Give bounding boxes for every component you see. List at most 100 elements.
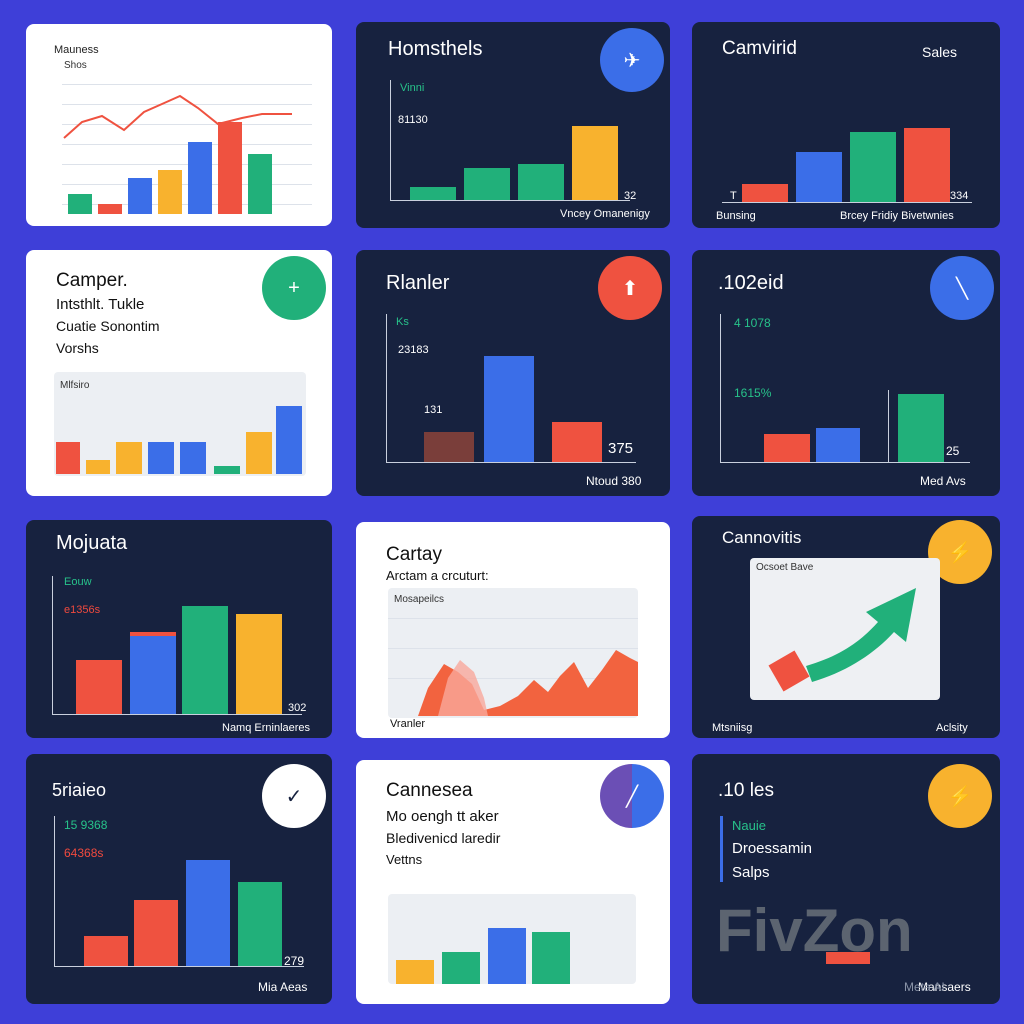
card-cannesea[interactable]: Cannesea ╱ Mo oengh tt aker Bledivenicd … [356,760,670,1004]
plus-icon[interactable]: + [262,256,326,320]
bar [850,132,896,202]
card-5riaieo[interactable]: 5riaieo ✓ 15 9368 64368s 279 Mia Aeas [26,754,332,1004]
card-102eid[interactable]: .102eid ╲ 4 1078 1615% 25 Med Avs [692,250,1000,496]
bar [188,142,212,214]
line-3: Vettns [386,852,423,867]
chart-panel: Ocsoet Bave [750,558,940,700]
label-a: Ks [396,316,409,328]
bar [134,900,178,966]
bar [236,614,282,714]
bar [84,936,128,966]
card-title: Rlanler [386,272,450,294]
value-label: 32 [624,190,637,202]
label-a: 15 9368 [64,818,108,832]
label-a: Eouw [64,576,92,588]
bar [396,960,434,984]
bar-group [82,854,302,966]
bar [186,860,230,966]
label-b: e1356s [64,604,101,616]
bar [56,442,80,474]
line-1: Mo oengh tt aker [386,808,499,825]
lightning-icon[interactable]: ⚡ [928,520,992,584]
card-10les[interactable]: .10 les ⚡ Nauie Droessamin Salps FivZon … [692,754,1000,1004]
card-title: .10 les [718,780,774,801]
clock-icon[interactable]: ╱ [600,764,664,828]
logo-accent [826,952,870,964]
area-chart [418,650,638,716]
footer-left: Bunsing [716,210,756,222]
footer-label: Namq Erninlaeres [222,722,311,734]
bar [238,882,282,966]
line-3: Vorshs [56,340,99,356]
bar [148,442,174,474]
bar [276,406,302,474]
bar [246,432,272,474]
card-cartay[interactable]: Cartay Arctam a crcuturt: Mosapeilcs Vra… [356,522,670,738]
footer-label: Med Avs [920,474,966,488]
bar [488,928,526,984]
bar-group [422,350,612,462]
bar [116,442,142,474]
bar [158,170,182,214]
growth-arrow [768,588,916,692]
value-label: 25 [946,444,960,458]
bar [518,164,564,200]
card-mauness[interactable]: Mauness Shos [26,24,332,226]
bar-group [762,380,952,462]
lightning-icon[interactable]: ⚡ [928,764,992,828]
footer-left: Vranler [390,718,426,730]
card-title: Cannesea [386,780,473,801]
bar [248,154,272,214]
bar [764,434,810,462]
card-camper[interactable]: Camper. + Intsthlt. Tukle Cuatie Sononti… [26,250,332,496]
panel-label: Ocsoet Bave [756,562,814,573]
card-homsthels[interactable]: Homsthels ✈ Vinni 81130 32 Vncey Omaneni… [356,22,670,228]
label-b: 64368s [64,846,104,860]
chart-area [62,74,312,214]
bar [484,356,534,462]
card-mojuata[interactable]: Mojuata Eouw e1356s 302 Namq Erninlaeres [26,520,332,738]
line-3: Salps [732,864,770,881]
bar [898,394,944,462]
chart-panel: Mosapeilcs [388,588,638,718]
plane-icon[interactable]: ✈ [600,28,664,92]
bar [904,128,950,202]
card-rlanler[interactable]: Rlanler ⬆ Ks 23183 131 375 Ntoud 380 [356,250,670,496]
bar [742,184,788,202]
card-title: Camvirid [722,38,797,59]
footer-right: Aclsity [936,722,968,734]
bar [572,126,618,200]
line-2: Cuatie Sonontim [56,318,160,334]
chart-panel [388,894,636,984]
card-subtitle: Shos [64,60,87,71]
bar [180,442,206,474]
bar-group [740,122,960,202]
bar [68,194,92,214]
bar [552,422,602,462]
card-camvirid[interactable]: Camvirid Sales T 334 Bunsing Brcey Fridi… [692,22,1000,228]
slash-icon[interactable]: ╲ [930,256,994,320]
bar [816,428,860,462]
bar [532,932,570,984]
line-1: Intsthlt. Tukle [56,296,145,313]
check-icon[interactable]: ✓ [262,764,326,828]
bar [182,606,228,714]
card-title: .102eid [718,272,784,294]
footer-label: Vncey Omanenigy [560,208,650,220]
logo: FivZon [716,897,913,964]
bar [130,632,176,714]
card-cannovitis[interactable]: Cannovitis ⚡ Ocsoet Bave Mtsniisg Aclsit… [692,516,1000,738]
bar [442,952,480,984]
label-b: 1615% [734,386,772,400]
bar-group [74,604,294,714]
card-title: Mojuata [56,532,128,554]
card-title: Homsthels [388,38,483,60]
arrow-icon[interactable]: ⬆ [598,256,662,320]
footer-right: Brcey Fridiy Bivetwnies [840,210,954,222]
footer-label: Mansaers [918,980,971,994]
card-title: Camper. [56,270,128,291]
line-2: Droessamin [732,840,813,857]
bar [218,122,242,214]
bar [128,178,152,214]
line-1: Nauie [732,818,766,833]
